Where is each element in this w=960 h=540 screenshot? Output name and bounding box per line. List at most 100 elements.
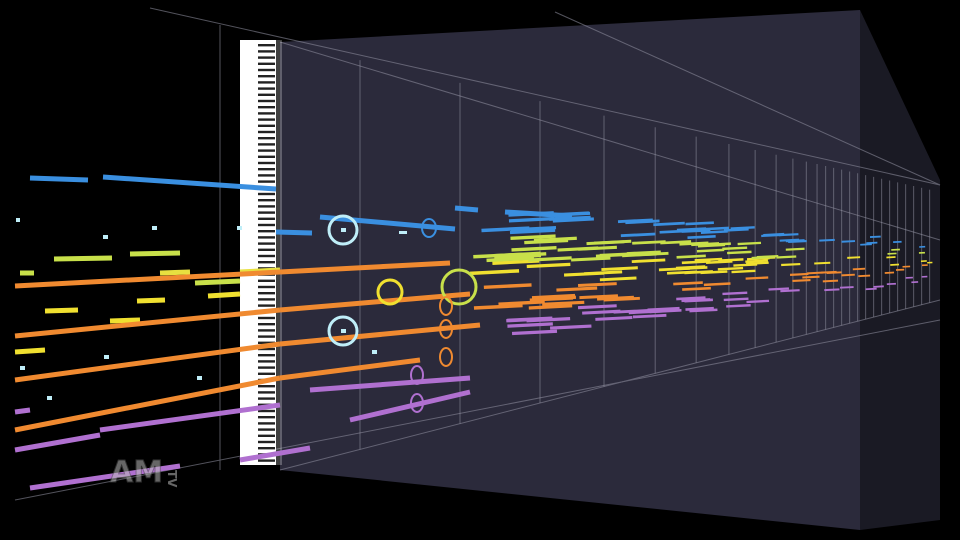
decoration	[341, 228, 346, 232]
decoration	[258, 192, 275, 196]
decoration	[691, 242, 720, 247]
decoration	[550, 324, 592, 330]
decoration	[258, 360, 275, 363]
decoration	[681, 260, 711, 265]
decoration	[258, 106, 275, 109]
decoration	[237, 226, 242, 230]
decoration	[509, 228, 556, 235]
decoration	[822, 279, 839, 283]
decoration	[258, 155, 275, 158]
decoration	[631, 258, 666, 264]
decoration	[258, 81, 275, 84]
decoration	[676, 254, 706, 259]
decoration	[258, 130, 275, 134]
decoration	[258, 68, 275, 72]
decoration	[486, 256, 535, 263]
decoration	[440, 268, 478, 306]
decoration	[788, 239, 807, 244]
decoration	[258, 50, 275, 53]
decoration	[239, 445, 311, 463]
decoration	[586, 240, 625, 246]
decoration	[493, 251, 541, 258]
decoration	[730, 226, 755, 230]
decoration	[194, 278, 241, 286]
decoration	[806, 271, 824, 275]
decoration	[280, 10, 860, 530]
decoration	[258, 230, 275, 233]
decoration	[103, 235, 108, 239]
decoration	[14, 347, 46, 355]
decoration	[677, 228, 707, 233]
decoration	[682, 286, 711, 291]
decoration	[197, 376, 202, 380]
decoration	[44, 307, 79, 314]
decoration	[279, 322, 481, 347]
decoration	[556, 286, 598, 292]
decoration	[723, 297, 749, 302]
watermark: AM TV	[110, 455, 180, 491]
decoration	[16, 218, 20, 222]
decoration	[258, 428, 275, 431]
decoration	[258, 440, 275, 444]
decoration	[258, 205, 275, 208]
decoration	[14, 341, 281, 383]
decoration	[258, 416, 275, 419]
decoration	[841, 273, 855, 277]
decoration	[258, 124, 275, 127]
decoration	[473, 303, 523, 310]
decoration	[554, 11, 941, 186]
decoration	[258, 347, 275, 351]
decoration	[258, 112, 275, 115]
decoration	[240, 40, 276, 465]
decoration	[653, 221, 685, 227]
decoration	[258, 329, 275, 332]
decoration	[599, 276, 637, 282]
decoration	[781, 262, 801, 267]
decoration	[258, 298, 275, 301]
layer	[14, 174, 573, 491]
decoration	[700, 230, 728, 234]
decoration	[779, 238, 800, 242]
decoration	[258, 391, 275, 394]
decoration	[258, 366, 275, 369]
decoration	[258, 211, 275, 214]
layer	[14, 7, 941, 501]
decoration	[552, 217, 594, 223]
decoration	[858, 274, 871, 278]
decoration	[526, 262, 571, 269]
decoration	[258, 180, 275, 183]
decoration	[29, 175, 89, 183]
decoration	[258, 44, 275, 47]
decoration	[658, 267, 690, 272]
decoration	[104, 355, 109, 359]
decoration	[507, 322, 553, 328]
decoration	[319, 214, 456, 232]
decoration	[528, 256, 572, 262]
decoration	[14, 269, 281, 289]
decoration	[508, 216, 555, 223]
decoration	[47, 396, 52, 400]
decoration	[632, 313, 667, 319]
decoration	[258, 323, 275, 326]
decoration	[258, 341, 275, 344]
decoration	[469, 269, 520, 276]
decoration	[258, 223, 275, 227]
decoration	[746, 261, 769, 265]
decoration	[632, 240, 666, 245]
decoration	[258, 56, 275, 59]
decoration	[814, 261, 831, 265]
decoration	[869, 235, 881, 238]
decoration	[673, 281, 703, 286]
decoration	[258, 93, 275, 96]
decoration	[745, 259, 769, 263]
decoration	[705, 260, 733, 264]
decoration	[258, 149, 275, 152]
decoration	[549, 215, 591, 221]
decoration	[571, 256, 611, 262]
decoration	[258, 316, 275, 320]
decoration	[696, 248, 725, 253]
decoration	[526, 316, 571, 323]
decoration	[258, 354, 275, 357]
decoration	[372, 350, 377, 354]
